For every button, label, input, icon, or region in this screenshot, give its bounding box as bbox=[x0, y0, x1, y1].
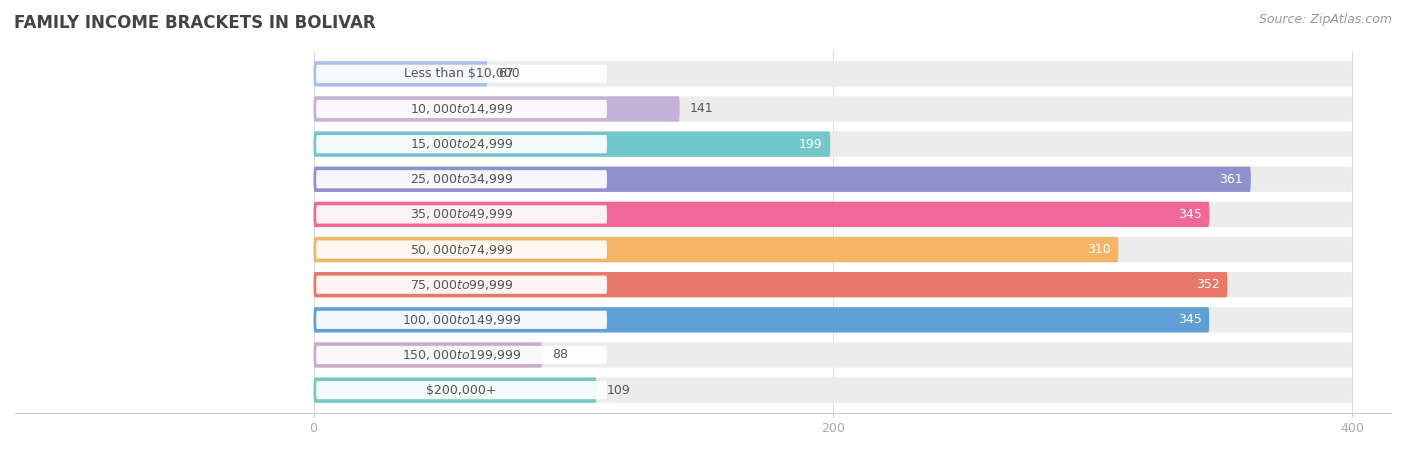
FancyBboxPatch shape bbox=[316, 311, 607, 329]
FancyBboxPatch shape bbox=[314, 96, 679, 122]
Text: Less than $10,000: Less than $10,000 bbox=[404, 68, 519, 81]
FancyBboxPatch shape bbox=[314, 237, 1353, 262]
FancyBboxPatch shape bbox=[314, 378, 1353, 403]
Text: $100,000 to $149,999: $100,000 to $149,999 bbox=[402, 313, 522, 327]
FancyBboxPatch shape bbox=[314, 61, 488, 86]
FancyBboxPatch shape bbox=[314, 202, 1353, 227]
Text: $10,000 to $14,999: $10,000 to $14,999 bbox=[409, 102, 513, 116]
Text: $35,000 to $49,999: $35,000 to $49,999 bbox=[409, 207, 513, 221]
Text: $15,000 to $24,999: $15,000 to $24,999 bbox=[409, 137, 513, 151]
FancyBboxPatch shape bbox=[316, 65, 607, 83]
Text: $200,000+: $200,000+ bbox=[426, 384, 496, 396]
Text: 109: 109 bbox=[607, 384, 631, 396]
Text: 352: 352 bbox=[1197, 278, 1219, 291]
FancyBboxPatch shape bbox=[314, 96, 1353, 122]
FancyBboxPatch shape bbox=[314, 202, 1209, 227]
FancyBboxPatch shape bbox=[314, 272, 1353, 297]
FancyBboxPatch shape bbox=[316, 381, 607, 399]
FancyBboxPatch shape bbox=[314, 237, 1118, 262]
Text: 67: 67 bbox=[498, 68, 513, 81]
FancyBboxPatch shape bbox=[314, 342, 1353, 368]
Text: 310: 310 bbox=[1087, 243, 1111, 256]
FancyBboxPatch shape bbox=[314, 131, 1353, 157]
FancyBboxPatch shape bbox=[316, 135, 607, 153]
FancyBboxPatch shape bbox=[314, 61, 1353, 86]
Text: $75,000 to $99,999: $75,000 to $99,999 bbox=[409, 278, 513, 292]
FancyBboxPatch shape bbox=[314, 166, 1353, 192]
Text: FAMILY INCOME BRACKETS IN BOLIVAR: FAMILY INCOME BRACKETS IN BOLIVAR bbox=[14, 14, 375, 32]
FancyBboxPatch shape bbox=[316, 346, 607, 364]
FancyBboxPatch shape bbox=[314, 166, 1251, 192]
Text: Source: ZipAtlas.com: Source: ZipAtlas.com bbox=[1258, 14, 1392, 27]
FancyBboxPatch shape bbox=[316, 170, 607, 189]
FancyBboxPatch shape bbox=[314, 342, 543, 368]
Text: $150,000 to $199,999: $150,000 to $199,999 bbox=[402, 348, 522, 362]
Text: 361: 361 bbox=[1219, 173, 1243, 186]
FancyBboxPatch shape bbox=[316, 205, 607, 224]
Text: 88: 88 bbox=[553, 348, 568, 361]
Text: $25,000 to $34,999: $25,000 to $34,999 bbox=[409, 172, 513, 186]
Text: 345: 345 bbox=[1178, 208, 1202, 221]
FancyBboxPatch shape bbox=[316, 275, 607, 294]
FancyBboxPatch shape bbox=[314, 378, 596, 403]
Text: $50,000 to $74,999: $50,000 to $74,999 bbox=[409, 243, 513, 256]
FancyBboxPatch shape bbox=[316, 100, 607, 118]
FancyBboxPatch shape bbox=[314, 131, 830, 157]
Text: 199: 199 bbox=[799, 138, 823, 151]
FancyBboxPatch shape bbox=[314, 272, 1227, 297]
Text: 345: 345 bbox=[1178, 313, 1202, 326]
FancyBboxPatch shape bbox=[314, 307, 1353, 333]
FancyBboxPatch shape bbox=[316, 240, 607, 259]
FancyBboxPatch shape bbox=[314, 307, 1209, 333]
Text: 141: 141 bbox=[690, 103, 714, 116]
